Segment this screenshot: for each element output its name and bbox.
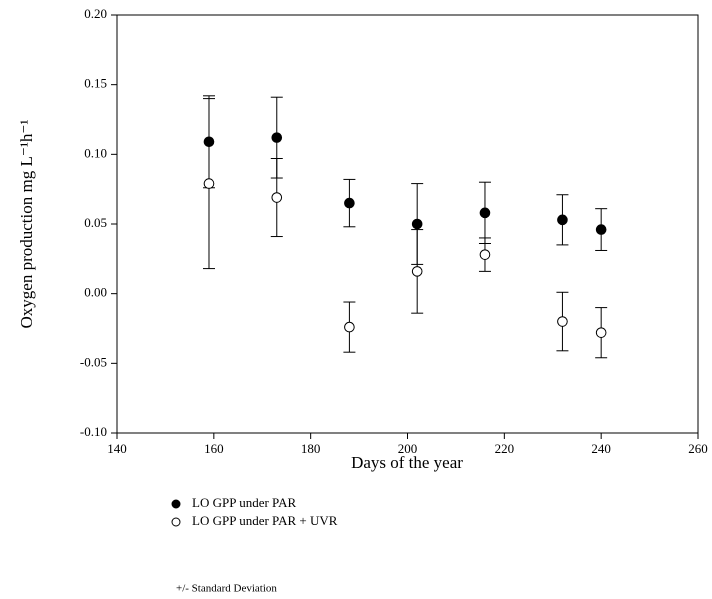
y-axis-label: Oxygen production mg L⁻¹h⁻¹ — [17, 120, 36, 329]
legend-label: LO GPP under PAR + UVR — [192, 513, 338, 528]
y-tick-label: 0.05 — [84, 215, 107, 230]
point — [271, 192, 283, 203]
y-tick-label: -0.10 — [80, 424, 107, 439]
point — [203, 136, 215, 148]
point — [595, 224, 607, 235]
plot-frame — [116, 14, 699, 434]
y-tick-label: 0.10 — [84, 145, 107, 160]
x-tick-label: 200 — [398, 441, 418, 456]
x-tick-label: 160 — [204, 441, 224, 456]
point — [479, 207, 491, 219]
legend-label: LO GPP under PAR — [192, 495, 296, 510]
y-tick-label: 0.00 — [84, 285, 107, 300]
point — [271, 132, 283, 143]
point — [203, 178, 215, 189]
point — [557, 316, 568, 327]
point — [557, 214, 568, 226]
point — [344, 197, 355, 209]
y-tick-label: -0.05 — [80, 354, 107, 369]
x-tick-label: 140 — [107, 441, 127, 456]
x-tick-label: 180 — [301, 441, 321, 456]
x-tick-label: 220 — [495, 441, 515, 456]
note: +/- Standard Deviation — [176, 583, 277, 595]
x-axis-label: Days of the year — [351, 453, 463, 472]
x-tick-label: 240 — [591, 441, 611, 456]
point — [344, 321, 355, 333]
x-tick-label: 260 — [688, 441, 708, 456]
legend-marker — [171, 517, 181, 527]
point — [411, 266, 423, 277]
point — [411, 218, 423, 230]
y-tick-label: 0.15 — [84, 76, 107, 91]
y-tick-label: 0.20 — [84, 6, 107, 21]
point — [479, 249, 491, 260]
point — [595, 327, 607, 338]
legend-marker — [171, 499, 181, 509]
